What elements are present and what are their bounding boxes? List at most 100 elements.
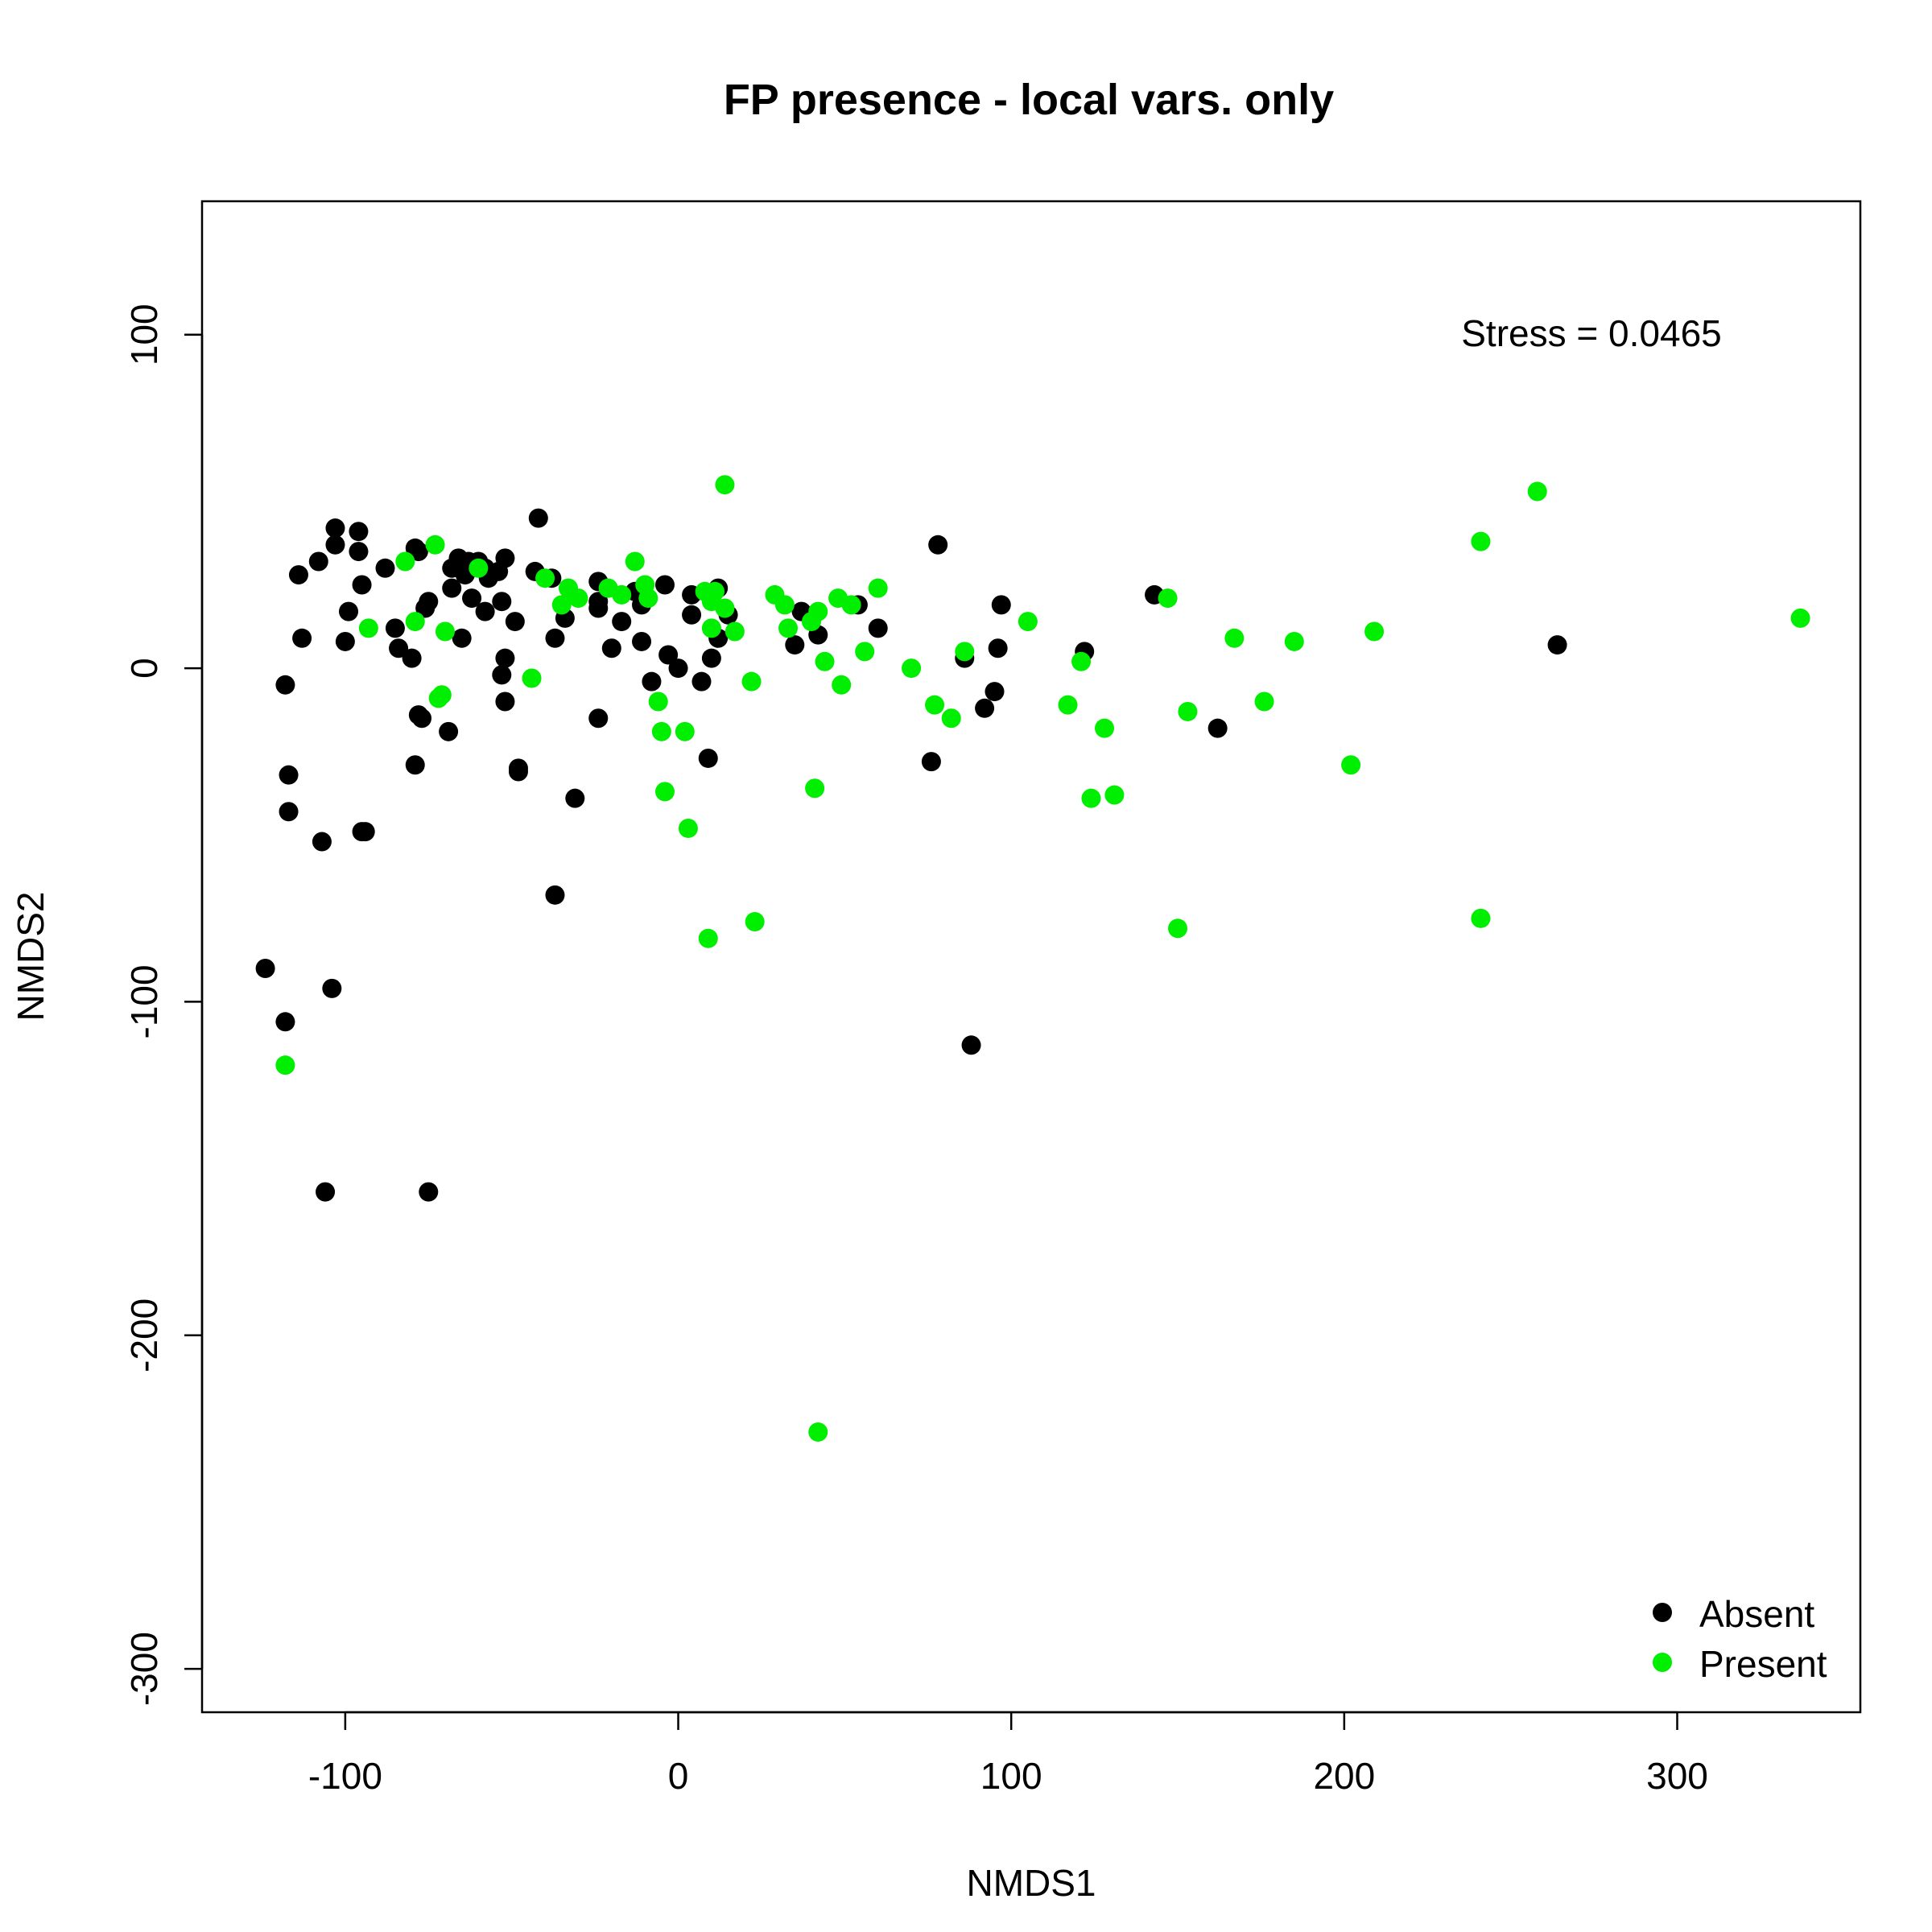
legend: Absent Present <box>1653 1593 1827 1685</box>
point-present <box>841 595 861 615</box>
point-absent <box>279 802 299 822</box>
point-present <box>551 595 572 615</box>
point-absent <box>868 618 888 638</box>
point-present <box>638 588 658 609</box>
point-present <box>625 551 645 572</box>
x-tick-label: -100 <box>308 1755 382 1797</box>
point-present <box>808 1422 828 1442</box>
y-tick-label: -300 <box>123 1632 165 1706</box>
point-absent <box>475 601 495 621</box>
point-absent <box>412 708 432 729</box>
point-present <box>832 675 852 695</box>
y-axis-label: NMDS2 <box>10 891 52 1021</box>
point-absent <box>339 601 359 621</box>
point-absent <box>961 1035 981 1055</box>
point-absent <box>601 638 621 658</box>
y-tick-label: -100 <box>123 964 165 1038</box>
point-absent <box>389 638 409 658</box>
point-absent <box>325 535 345 555</box>
point-present <box>651 721 671 741</box>
point-absent <box>275 1012 295 1032</box>
point-present <box>745 911 765 931</box>
point-absent <box>642 671 662 691</box>
y-tick-label: 0 <box>123 658 165 679</box>
point-present <box>469 558 489 578</box>
point-present <box>925 695 945 715</box>
point-absent <box>928 535 948 555</box>
point-present <box>275 1055 295 1075</box>
legend-label-present: Present <box>1699 1643 1827 1685</box>
point-absent <box>682 605 702 625</box>
point-absent <box>419 1182 439 1202</box>
point-absent <box>288 565 308 585</box>
point-absent <box>1208 718 1228 738</box>
point-absent <box>545 885 565 905</box>
point-absent <box>988 638 1008 658</box>
point-absent <box>991 595 1011 615</box>
point-present <box>868 578 888 598</box>
point-present <box>1471 531 1491 551</box>
point-absent <box>975 698 995 718</box>
point-present <box>1527 481 1547 502</box>
point-present <box>955 642 975 662</box>
point-absent <box>985 682 1005 702</box>
point-absent <box>658 645 679 665</box>
point-absent <box>419 592 439 612</box>
point-absent <box>308 551 328 572</box>
point-absent <box>292 628 312 648</box>
point-absent <box>375 558 395 578</box>
point-absent <box>632 631 652 651</box>
point-present <box>1081 788 1101 808</box>
point-present <box>1018 612 1038 632</box>
point-present <box>425 535 445 555</box>
point-absent <box>492 592 512 612</box>
point-absent <box>698 748 718 768</box>
point-absent <box>588 708 609 729</box>
stress-annotation: Stress = 0.0465 <box>1461 312 1721 354</box>
point-present <box>535 568 555 588</box>
point-present <box>1178 701 1198 721</box>
point-present <box>678 818 698 838</box>
y-tick-label: -200 <box>123 1298 165 1373</box>
x-axis: -100 0 100 200 300 <box>308 1711 1708 1797</box>
point-absent <box>1547 635 1567 655</box>
y-axis: -300 -200 -100 0 100 <box>123 303 204 1706</box>
point-absent <box>691 671 712 691</box>
legend-marker-present <box>1653 1653 1672 1672</box>
point-present <box>1790 608 1810 628</box>
point-absent <box>492 665 512 685</box>
x-tick-label: 300 <box>1646 1755 1708 1797</box>
point-present <box>1471 908 1491 928</box>
point-absent <box>545 628 565 648</box>
point-absent <box>279 765 299 785</box>
point-present <box>431 685 452 705</box>
point-absent <box>505 612 525 632</box>
x-tick-label: 200 <box>1313 1755 1375 1797</box>
legend-label-absent: Absent <box>1699 1593 1814 1635</box>
point-present <box>815 651 835 671</box>
point-present <box>741 671 762 691</box>
point-absent <box>405 755 425 775</box>
point-absent <box>701 648 721 668</box>
point-present <box>715 598 735 618</box>
point-present <box>1254 691 1274 712</box>
point-present <box>612 584 632 605</box>
point-absent <box>495 648 515 668</box>
point-present <box>941 708 961 729</box>
point-present <box>522 668 542 688</box>
point-absent <box>495 548 515 568</box>
point-present <box>654 782 675 802</box>
point-absent <box>654 575 675 595</box>
point-absent <box>439 721 459 741</box>
point-absent <box>495 691 515 712</box>
point-present <box>435 621 455 642</box>
point-absent <box>312 832 332 852</box>
point-absent <box>255 959 275 979</box>
point-present <box>648 691 668 712</box>
point-absent <box>335 631 355 651</box>
point-present <box>1158 588 1178 609</box>
point-present <box>1058 695 1078 715</box>
point-absent <box>668 658 688 679</box>
point-present <box>358 618 378 638</box>
point-present <box>701 618 721 638</box>
